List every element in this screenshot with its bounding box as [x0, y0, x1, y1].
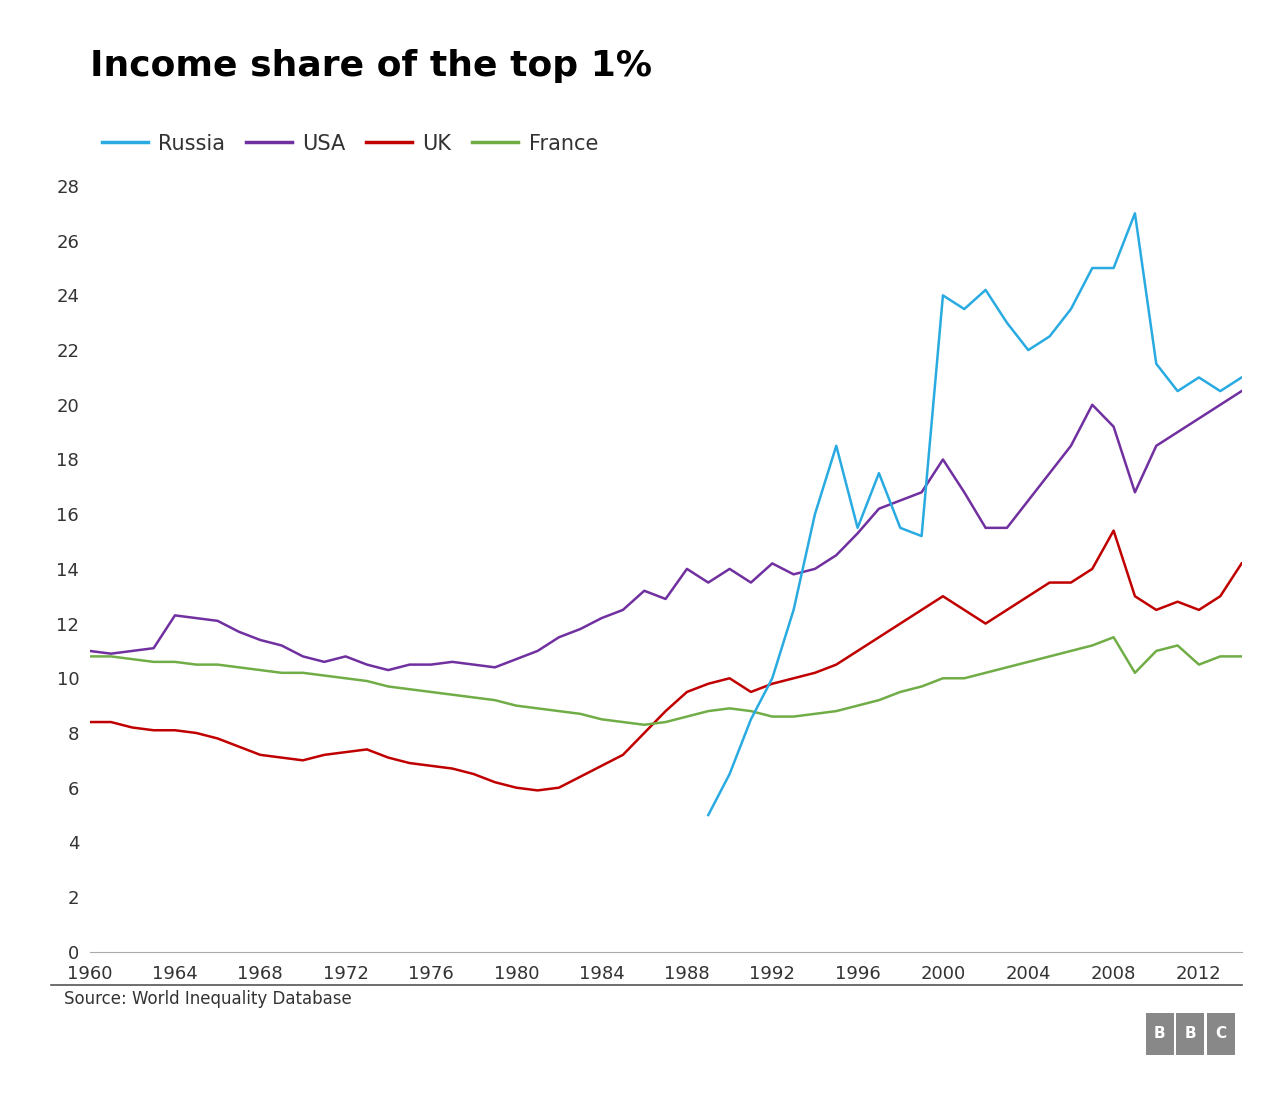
Text: B: B — [1153, 1026, 1166, 1041]
Text: Source: World Inequality Database: Source: World Inequality Database — [64, 990, 352, 1008]
Text: B: B — [1184, 1026, 1197, 1041]
Text: C: C — [1216, 1026, 1226, 1041]
Text: Income share of the top 1%: Income share of the top 1% — [90, 49, 652, 83]
Legend: Russia, USA, UK, France: Russia, USA, UK, France — [93, 126, 607, 162]
